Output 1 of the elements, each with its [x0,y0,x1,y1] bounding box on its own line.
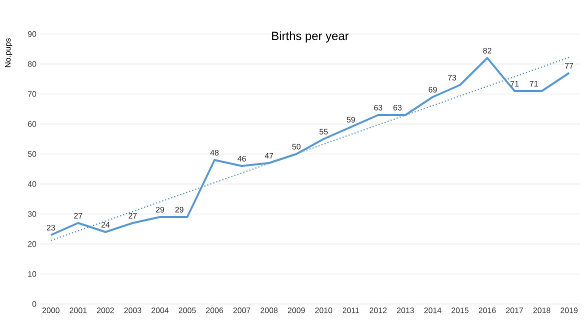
chart-title: Births per year [272,31,349,43]
